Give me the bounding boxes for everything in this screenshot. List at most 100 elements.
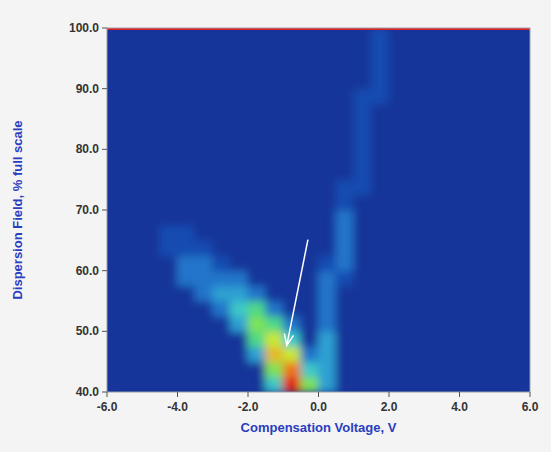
cell <box>336 103 355 119</box>
cell <box>441 179 460 195</box>
cell <box>142 103 161 119</box>
cell <box>494 119 513 135</box>
cell <box>283 255 302 271</box>
y-tick <box>102 28 107 29</box>
cell <box>230 103 249 119</box>
cell <box>441 210 460 226</box>
cell <box>477 58 496 74</box>
cell <box>177 28 196 44</box>
arrow-shaft <box>287 240 308 346</box>
cell <box>300 331 319 347</box>
cell <box>248 331 267 347</box>
cell <box>107 270 125 286</box>
cell <box>441 103 460 119</box>
cell <box>318 164 337 180</box>
cell <box>336 331 355 347</box>
cell <box>142 164 161 180</box>
cell <box>318 346 337 362</box>
cell <box>441 43 460 59</box>
cell <box>159 58 178 74</box>
cell <box>318 73 337 89</box>
cell <box>283 210 302 226</box>
cell <box>459 285 478 301</box>
cell <box>424 240 443 256</box>
cell <box>477 134 496 150</box>
cell <box>494 103 513 119</box>
cell <box>195 240 214 256</box>
cell <box>318 331 337 347</box>
cell <box>265 301 284 317</box>
cell <box>283 331 302 347</box>
cell <box>318 316 337 332</box>
cell <box>265 270 284 286</box>
cell <box>424 149 443 165</box>
cell <box>512 103 530 119</box>
cell <box>371 134 390 150</box>
cell <box>406 149 425 165</box>
cell <box>389 285 408 301</box>
cell <box>459 134 478 150</box>
cell <box>336 285 355 301</box>
cell <box>107 28 125 44</box>
cell <box>371 225 390 241</box>
cell <box>424 270 443 286</box>
cell <box>424 58 443 74</box>
cell <box>265 225 284 241</box>
cell <box>230 119 249 135</box>
cell <box>353 134 372 150</box>
cell <box>459 361 478 377</box>
cell <box>230 255 249 271</box>
cell <box>441 134 460 150</box>
cell <box>230 149 249 165</box>
cell <box>494 73 513 89</box>
cell <box>142 255 161 271</box>
cell <box>459 73 478 89</box>
cell <box>371 331 390 347</box>
cell <box>177 210 196 226</box>
cell <box>212 119 231 135</box>
cell <box>283 179 302 195</box>
cell <box>283 301 302 317</box>
cell <box>107 225 125 241</box>
cell <box>230 331 249 347</box>
cell <box>494 28 513 44</box>
cell <box>300 164 319 180</box>
cell <box>389 149 408 165</box>
cell <box>124 103 143 119</box>
cell <box>477 316 496 332</box>
plot-area <box>107 28 530 392</box>
cell <box>159 164 178 180</box>
cell <box>477 28 496 44</box>
cell <box>336 376 355 392</box>
cell <box>318 58 337 74</box>
cell <box>177 119 196 135</box>
cell <box>371 240 390 256</box>
cell <box>212 134 231 150</box>
cell <box>107 88 125 104</box>
y-tick <box>102 270 107 271</box>
cell <box>353 73 372 89</box>
cell <box>300 28 319 44</box>
cell <box>124 149 143 165</box>
cell <box>477 119 496 135</box>
cell <box>107 119 125 135</box>
cell <box>283 88 302 104</box>
cell <box>159 346 178 362</box>
cell <box>406 179 425 195</box>
cell <box>159 255 178 271</box>
cell <box>265 149 284 165</box>
cell <box>195 210 214 226</box>
cell <box>212 194 231 210</box>
cell <box>230 316 249 332</box>
cell <box>159 210 178 226</box>
cell <box>424 28 443 44</box>
cell <box>494 285 513 301</box>
cell <box>477 301 496 317</box>
cell <box>512 88 530 104</box>
cell <box>424 194 443 210</box>
y-tick <box>102 210 107 211</box>
cell <box>459 164 478 180</box>
cell <box>142 270 161 286</box>
cell <box>406 376 425 392</box>
cell <box>195 225 214 241</box>
